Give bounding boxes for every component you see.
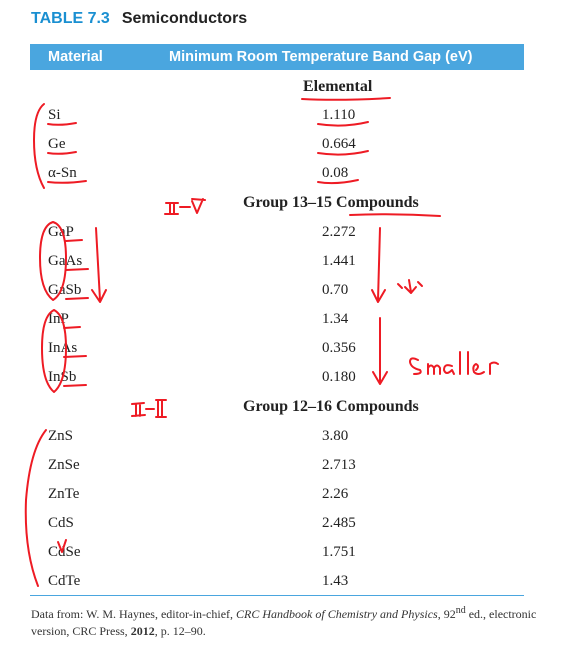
band-gap-cell: 2.26 — [322, 486, 349, 502]
underline-asn — [47, 180, 87, 184]
material-cell: Si — [48, 107, 61, 123]
underline-p — [65, 239, 83, 242]
table-row: ZnTe 2.26 — [0, 482, 564, 510]
material-cell: Ge — [48, 136, 66, 152]
table-row: CdS 2.485 — [0, 511, 564, 539]
header-band-gap: Minimum Room Temperature Band Gap (eV) — [169, 49, 473, 65]
underline-ge — [47, 151, 77, 155]
table-row: Ge 0.664 — [0, 132, 564, 160]
underline-1110 — [317, 121, 369, 127]
material-cell: GaSb — [48, 282, 82, 298]
band-gap-cell: 0.08 — [322, 165, 349, 181]
band-gap-cell: 0.664 — [322, 136, 356, 152]
table-footnote: Data from: W. M. Haynes, editor-in-chief… — [31, 605, 537, 638]
table-row: GaP 2.272 — [0, 220, 564, 248]
band-gap-cell: 3.80 — [322, 428, 349, 444]
band-gap-cell: 2.485 — [322, 515, 356, 531]
bracket-12-16 — [24, 429, 47, 587]
material-cell: InAs — [48, 340, 78, 356]
small-mark — [397, 279, 423, 294]
band-gap-cell: 1.751 — [322, 544, 356, 560]
table-row: α-Sn 0.08 — [0, 161, 564, 189]
band-gap-cell: 1.110 — [322, 107, 356, 123]
underline-insb — [63, 384, 87, 387]
underline-as — [65, 268, 89, 271]
table-row: GaSb 0.70 — [0, 278, 564, 306]
header-material: Material — [48, 49, 103, 65]
label-ii-vi-mark — [131, 399, 167, 418]
underline-inas — [63, 355, 87, 358]
arrow-down-3 — [372, 317, 388, 385]
material-cell: ZnSe — [48, 457, 80, 473]
band-gap-cell: 1.43 — [322, 573, 349, 589]
table-bottom-rule — [30, 595, 524, 596]
band-gap-cell: 1.34 — [322, 311, 349, 327]
table-number: TABLE 7.3 — [31, 10, 110, 27]
underline-si — [47, 122, 77, 126]
band-gap-cell: 0.356 — [322, 340, 356, 356]
table-row: Si 1.110 — [0, 103, 564, 131]
label-iii-v-mark — [164, 198, 206, 215]
table-caption: TABLE 7.3 Semiconductors — [31, 10, 247, 28]
band-gap-cell: 1.441 — [322, 253, 356, 269]
arrow-down-1 — [91, 227, 107, 303]
band-gap-cell: 2.272 — [322, 224, 356, 240]
table-title: Semiconductors — [121, 10, 248, 27]
band-gap-cell: 0.70 — [322, 282, 349, 298]
material-cell: CdTe — [48, 573, 81, 589]
band-gap-cell: 0.180 — [322, 369, 356, 385]
band-gap-cell: 2.713 — [322, 457, 356, 473]
cdse-tick — [57, 539, 67, 553]
smaller-handwriting — [409, 351, 499, 375]
underline-0664 — [317, 150, 369, 156]
material-cell: α-Sn — [48, 165, 77, 181]
underline-sb — [65, 297, 89, 300]
table-row: InAs 0.356 — [0, 336, 564, 364]
underline-inp — [63, 326, 81, 329]
bracket-elemental — [33, 103, 45, 189]
table-row: CdTe 1.43 — [0, 569, 564, 597]
material-cell: GaP — [48, 224, 74, 240]
material-cell: CdS — [48, 515, 74, 531]
loop-ga — [39, 221, 67, 301]
underline-elemental — [301, 97, 391, 101]
underline-compounds-13-15 — [349, 213, 441, 217]
material-cell: CdSe — [48, 544, 81, 560]
loop-in — [41, 309, 67, 393]
table-row: ZnSe 2.713 — [0, 453, 564, 481]
table-header: Material Minimum Room Temperature Band G… — [30, 44, 524, 70]
arrow-down-2 — [371, 227, 386, 303]
material-cell: ZnTe — [48, 486, 80, 502]
table-row: CdSe 1.751 — [0, 540, 564, 568]
table-row: ZnS 3.80 — [0, 424, 564, 452]
material-cell: ZnS — [48, 428, 74, 444]
underline-008 — [317, 179, 359, 185]
